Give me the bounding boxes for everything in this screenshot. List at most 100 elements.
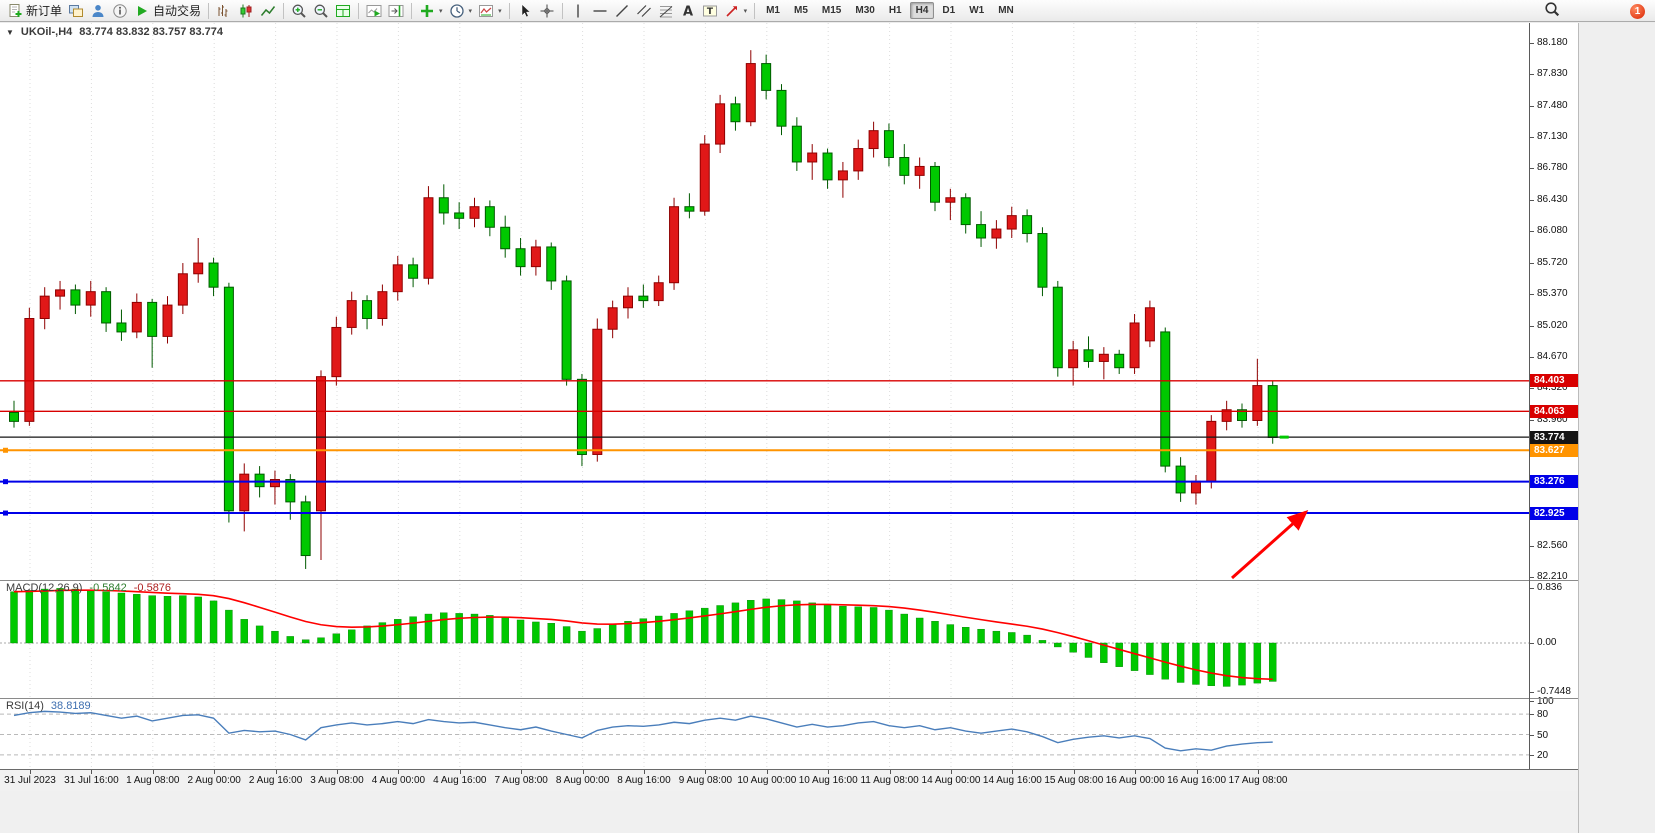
timeframe-m1[interactable]: M1 [766,5,780,16]
candle [39,295,50,320]
time-label: 14 Aug 16:00 [982,775,1042,786]
macd-pane[interactable]: MACD(12,26,9) -0.5842 -0.5876 [0,580,1529,698]
macd-bar [532,621,540,644]
charts-window-button[interactable] [65,1,87,21]
candle [1221,409,1232,422]
candle [177,273,188,306]
candle [623,295,633,309]
macd-bar [869,607,878,644]
macd-bar [685,610,694,644]
price-axis[interactable]: 88.180 87.830 87.480 87.130 86.780 86.430 86.0… [1529,23,1578,769]
horizontal-line-tool-button[interactable] [589,1,611,21]
candle [822,152,833,181]
notification-badge[interactable]: 1 [1630,3,1645,19]
time-tick [30,770,31,774]
templates-button[interactable]: ▾ [475,1,505,21]
axis-tick [1530,325,1534,327]
templates-icon [479,4,494,17]
macd-bar [317,637,325,644]
search-button[interactable] [1544,1,1560,22]
trend-arrow-object[interactable] [1231,510,1309,580]
axis-tick [1530,105,1534,107]
rsi-axis-label: 20 [1537,749,1549,761]
line-chart-mode-button[interactable] [257,1,279,21]
chart-collapse-icon[interactable]: ▼ [6,27,14,37]
timeframe-w1[interactable]: W1 [969,5,985,16]
zoom-out-button[interactable] [310,1,332,21]
candle [745,63,756,123]
toolbar-right: 1 [1544,0,1645,22]
axis-separator [1530,698,1578,699]
toolbar-separator [561,2,563,19]
macd-bar [301,639,310,644]
pane-separator[interactable] [0,698,1578,699]
axis-tick [1530,230,1534,232]
candle [883,130,894,158]
time-tick [705,770,707,774]
trendline-tool-button[interactable] [611,1,633,21]
toolbar-separator [208,2,210,19]
time-tick [459,770,461,774]
zoom-in-button[interactable] [288,1,310,21]
vertical-line-tool-button[interactable] [567,1,589,21]
tile-windows-icon [336,4,351,17]
candle [55,289,66,297]
line-handle[interactable] [3,447,8,453]
text-tool-button[interactable]: A [677,1,699,21]
macd-signal-line [13,589,1273,681]
timeframe-m15[interactable]: M15 [821,5,842,16]
rsi-pane[interactable]: RSI(14) 38.8189 [0,698,1529,769]
line-handle[interactable] [3,510,8,516]
macd-bar [501,617,509,644]
candle [116,322,127,333]
price-chart-pane[interactable]: ▼ UKOil-,H4 83.774 83.832 83.757 83.774 [0,23,1529,580]
arrows-tool-button[interactable]: ▾ [721,1,751,21]
timeframe-m30[interactable]: M30 [855,5,875,16]
timeframe-h1[interactable]: H1 [888,5,902,16]
timeframe-d1[interactable]: D1 [942,5,956,16]
indicators-button[interactable]: ▾ [416,1,446,21]
pane-separator[interactable] [0,580,1578,581]
axis-tick [1530,587,1534,589]
mql-community-button[interactable] [109,1,131,21]
macd-indicator-label: MACD(12,26,9) -0.5842 -0.5876 [6,582,171,594]
navigator-button[interactable] [87,1,109,21]
time-tick [889,770,891,774]
horizontal-line-tool-icon [593,9,607,12]
candlestick-mode-button[interactable] [235,1,257,21]
bottom-strip [0,791,1578,833]
timeframe-mn[interactable]: MN [998,5,1014,16]
time-axis[interactable]: 31 Jul 2023 31 Jul 16:00 1 Aug 08:00 2 Aug … [0,769,1578,791]
timeframe-h4[interactable]: H4 [909,2,935,19]
time-tick [398,770,400,774]
candle [991,228,1002,239]
timeframe-m5[interactable]: M5 [794,5,808,16]
autotrading-button[interactable]: 自动交易 [131,1,204,21]
macd-bar [163,596,172,644]
macd-bar [808,602,816,644]
chart-shift-button[interactable] [385,1,407,21]
price-chart-svg [0,23,1529,580]
price-axis-label: 82.560 [1537,539,1568,551]
candle [377,291,388,320]
tile-windows-button[interactable] [332,1,354,21]
text-label-tool-button[interactable]: T [699,1,721,21]
new-order-button[interactable]: 新订单 [4,1,65,21]
candle [1114,353,1125,369]
crosshair-tool-button[interactable] [536,1,558,21]
price-axis-label: 86.780 [1537,162,1568,174]
cursor-tool-button[interactable] [514,1,536,21]
candle [85,291,96,306]
zoom-out-icon [314,4,328,18]
auto-scroll-button[interactable] [363,1,385,21]
current-price-tag: 83.774 [1530,430,1578,444]
time-label: 10 Aug 16:00 [798,775,858,786]
axis-tick [1530,700,1534,702]
macd-bar [1222,642,1231,687]
line-handle[interactable] [3,479,8,485]
fibonacci-tool-button[interactable] [655,1,677,21]
macd-bar [1253,642,1262,684]
channel-tool-button[interactable] [633,1,655,21]
periods-button[interactable]: ▾ [446,1,476,21]
bar-chart-mode-button[interactable] [213,1,235,21]
